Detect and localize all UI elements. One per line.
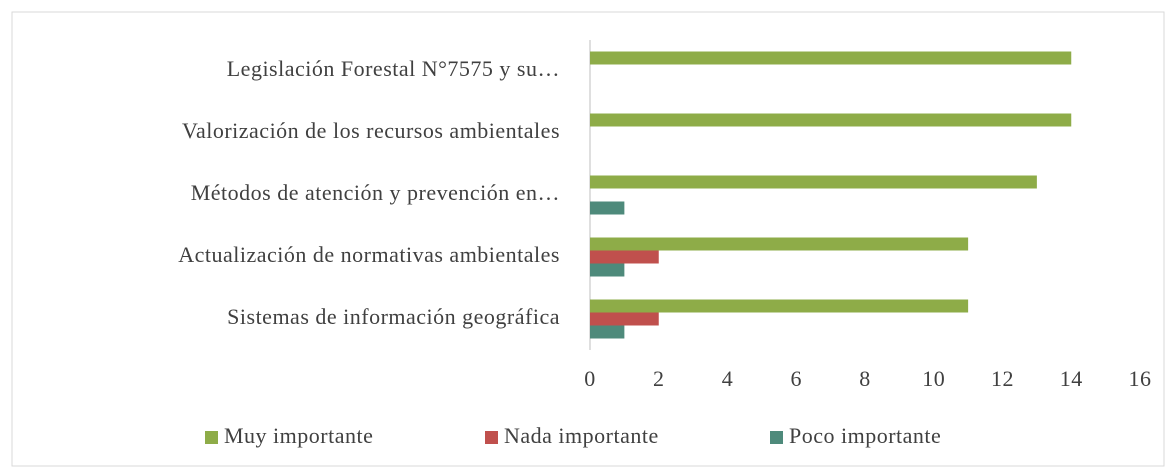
legend-label: Nada importante: [504, 423, 659, 448]
legend-swatch: [205, 431, 218, 444]
x-tick-label: 4: [722, 366, 734, 391]
bar: [590, 312, 659, 326]
x-tick-label: 16: [1129, 366, 1152, 391]
bar: [590, 299, 969, 313]
bar: [590, 263, 625, 277]
x-tick-label: 12: [991, 366, 1014, 391]
legend-label: Poco importante: [789, 423, 941, 448]
x-tick-label: 10: [922, 366, 945, 391]
bar: [590, 237, 969, 251]
y-tick-label: Valorización de los recursos ambientales: [182, 118, 560, 143]
bar: [590, 250, 659, 264]
chart-frame: [11, 11, 1165, 467]
y-tick-label: Legislación Forestal N°7575 y su…: [227, 56, 560, 81]
legend-swatch: [485, 431, 498, 444]
legend-label: Muy importante: [224, 423, 373, 448]
bar: [590, 325, 625, 339]
x-tick-label: 14: [1060, 366, 1083, 391]
bar: [590, 201, 625, 215]
bar: [590, 175, 1037, 189]
x-tick-label: 6: [791, 366, 803, 391]
y-tick-label: Sistemas de información geográfica: [227, 304, 560, 329]
x-tick-label: 8: [859, 366, 871, 391]
y-tick-label: Métodos de atención y prevención en…: [191, 180, 560, 205]
bar: [590, 51, 1072, 65]
bar: [590, 113, 1072, 127]
legend-swatch: [770, 431, 783, 444]
x-tick-label: 0: [584, 366, 596, 391]
y-tick-label: Actualización de normativas ambientales: [178, 242, 560, 267]
x-tick-label: 2: [653, 366, 665, 391]
